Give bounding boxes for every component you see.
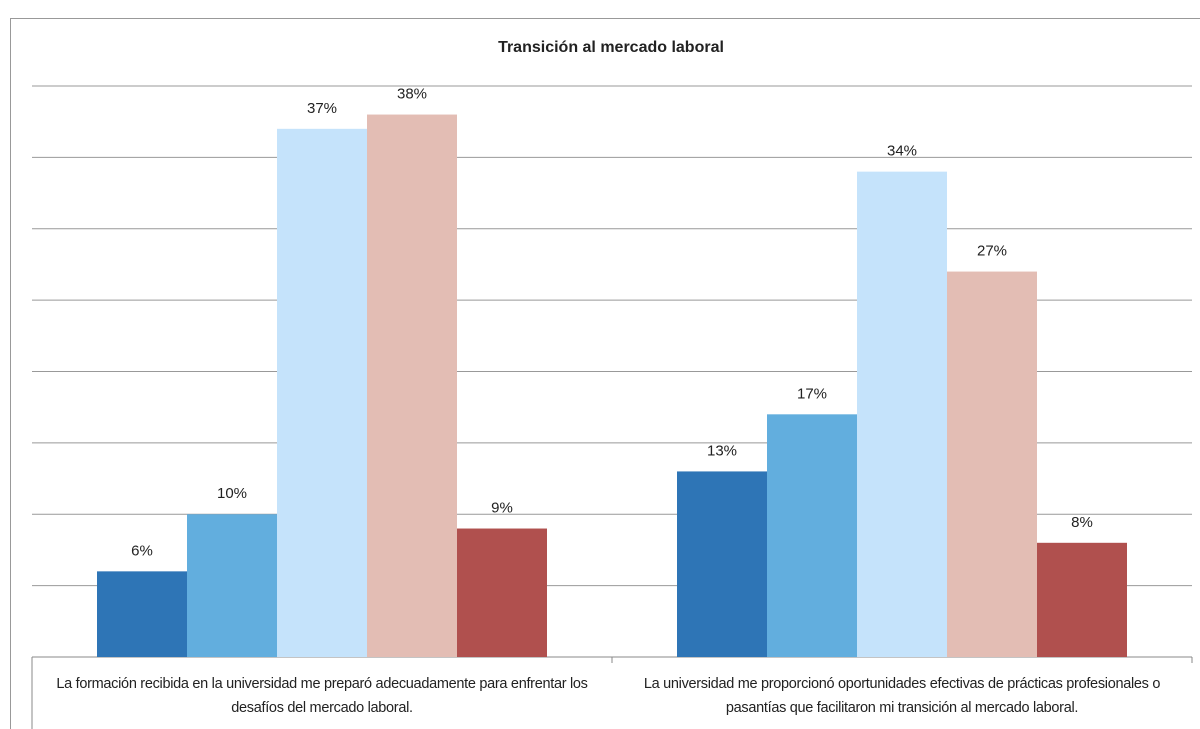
data-label: 17% (797, 385, 827, 402)
bar (367, 114, 457, 658)
bar (677, 471, 767, 657)
data-label: 10% (217, 485, 247, 502)
x-tick-label: La universidad me proporcionó oportunida… (643, 676, 1161, 716)
chart-title: Transición al mercado laboral (498, 39, 724, 56)
bar (457, 528, 547, 657)
bar (277, 128, 367, 657)
bar (767, 414, 857, 657)
data-label: 27% (977, 243, 1007, 260)
bar (1037, 542, 1127, 657)
bar (947, 271, 1037, 657)
data-label: 37% (307, 100, 337, 117)
bar (857, 171, 947, 657)
data-label: 13% (707, 442, 737, 459)
data-label: 8% (1071, 514, 1093, 531)
data-label: 34% (887, 143, 917, 160)
data-label: 38% (397, 86, 427, 103)
data-label: 6% (131, 542, 153, 559)
x-tick-label: La formación recibida en la universidad … (56, 676, 588, 716)
data-label: 9% (491, 499, 513, 516)
bar (97, 571, 187, 657)
bar (187, 514, 277, 657)
